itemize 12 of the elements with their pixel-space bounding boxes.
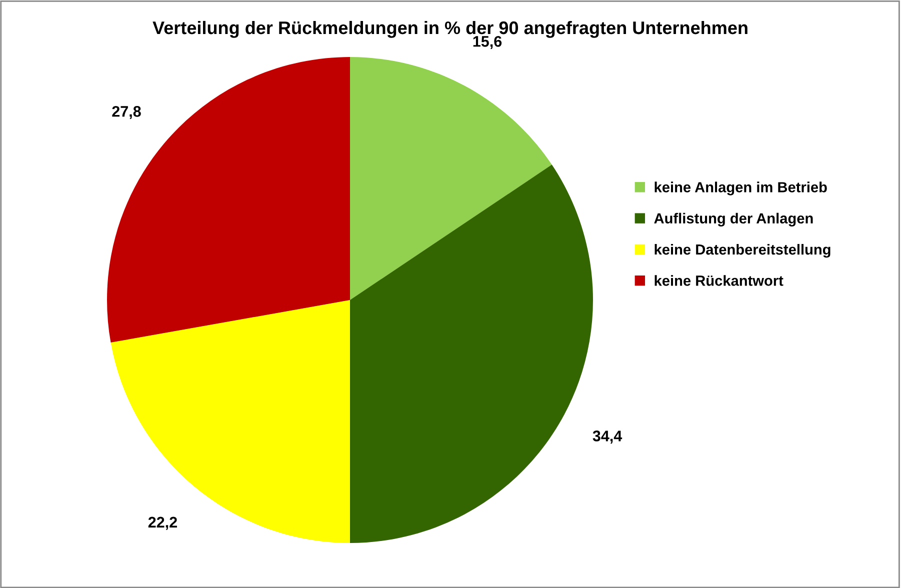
pie-slice <box>110 300 350 543</box>
data-label: 34,4 <box>592 430 622 444</box>
legend-label: Auflistung der Anlagen <box>654 212 813 226</box>
legend-label: keine Rückantwort <box>654 275 784 286</box>
data-label: 22,2 <box>148 516 177 530</box>
data-label: 15,6 <box>473 36 502 50</box>
legend-label: keine Datenbereitstellung <box>654 244 830 258</box>
data-label: 27,8 <box>112 106 141 120</box>
pie-slice <box>350 164 593 543</box>
pie-slice <box>350 57 552 300</box>
pie-slice <box>107 57 350 343</box>
legend-label: keine Anlagen im Betrieb <box>654 182 827 196</box>
